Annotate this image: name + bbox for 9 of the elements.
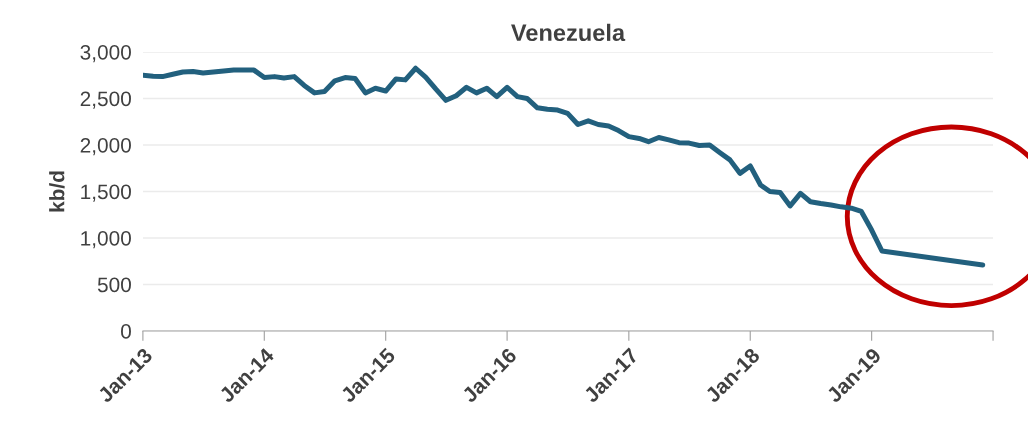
y-tick-label: 1,000: [81, 230, 131, 249]
y-tick-label: 2,000: [80, 137, 131, 156]
y-tick-label: 0: [121, 324, 131, 339]
chart-title: Venezuela: [511, 23, 626, 42]
y-tick-label: 1,500: [81, 184, 131, 202]
y-tick-label: 500: [97, 277, 131, 293]
y-tick-label: 3,000: [80, 44, 131, 63]
y-tick-label: 2,500: [80, 91, 131, 109]
y-axis-title: kb/d: [49, 171, 65, 212]
